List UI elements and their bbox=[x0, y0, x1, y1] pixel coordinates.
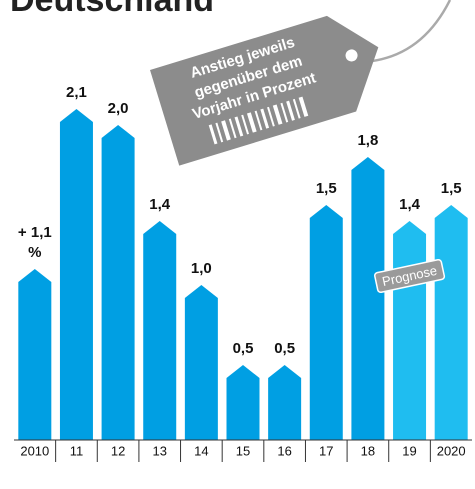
value-label: 0,5 bbox=[233, 340, 254, 357]
bar bbox=[351, 157, 385, 440]
bar bbox=[226, 365, 260, 440]
value-label-line: + 1,1 bbox=[18, 224, 52, 241]
bar bbox=[59, 109, 93, 440]
x-tick-label: 19 bbox=[402, 443, 416, 458]
bar bbox=[309, 205, 343, 440]
barcode bbox=[208, 96, 309, 145]
tag-hole bbox=[345, 49, 358, 62]
bar bbox=[143, 221, 177, 440]
value-label: 2,0 bbox=[108, 100, 129, 117]
value-label: 1,4 bbox=[149, 196, 171, 213]
x-tick-label: 2020 bbox=[437, 443, 466, 458]
bar bbox=[268, 365, 302, 440]
value-label: + 1,1% bbox=[18, 224, 52, 261]
value-label: 1,8 bbox=[357, 132, 378, 149]
value-label: 1,4 bbox=[399, 196, 421, 213]
bar bbox=[18, 269, 52, 440]
tag-string bbox=[361, 0, 452, 64]
x-tick-label: 14 bbox=[194, 443, 208, 458]
value-label: 1,0 bbox=[191, 260, 212, 277]
x-tick-label: 11 bbox=[70, 443, 84, 458]
x-tick-label: 17 bbox=[319, 443, 333, 458]
x-tick-label: 15 bbox=[236, 443, 250, 458]
x-tick-label: 2010 bbox=[20, 443, 49, 458]
value-label: 0,5 bbox=[274, 340, 295, 357]
bar bbox=[434, 205, 468, 440]
price-tag: Anstieg jeweils gegenüber dem Vorjahr in… bbox=[150, 15, 379, 166]
bar bbox=[101, 125, 135, 440]
tag-shape bbox=[150, 15, 379, 166]
x-tick-label: 18 bbox=[361, 443, 375, 458]
value-label: 1,5 bbox=[316, 180, 337, 197]
x-tick-label: 12 bbox=[111, 443, 125, 458]
bar bbox=[184, 285, 218, 440]
chart-title: Deutschland bbox=[10, 0, 214, 19]
value-label: 2,1 bbox=[66, 84, 87, 101]
value-label-line: % bbox=[28, 244, 41, 261]
forecast-box bbox=[374, 258, 446, 294]
forecast-label: Prognose bbox=[374, 258, 446, 294]
x-tick-label: 16 bbox=[277, 443, 291, 458]
value-label: 1,5 bbox=[441, 180, 462, 197]
x-tick-label: 13 bbox=[152, 443, 166, 458]
bar bbox=[393, 221, 427, 440]
